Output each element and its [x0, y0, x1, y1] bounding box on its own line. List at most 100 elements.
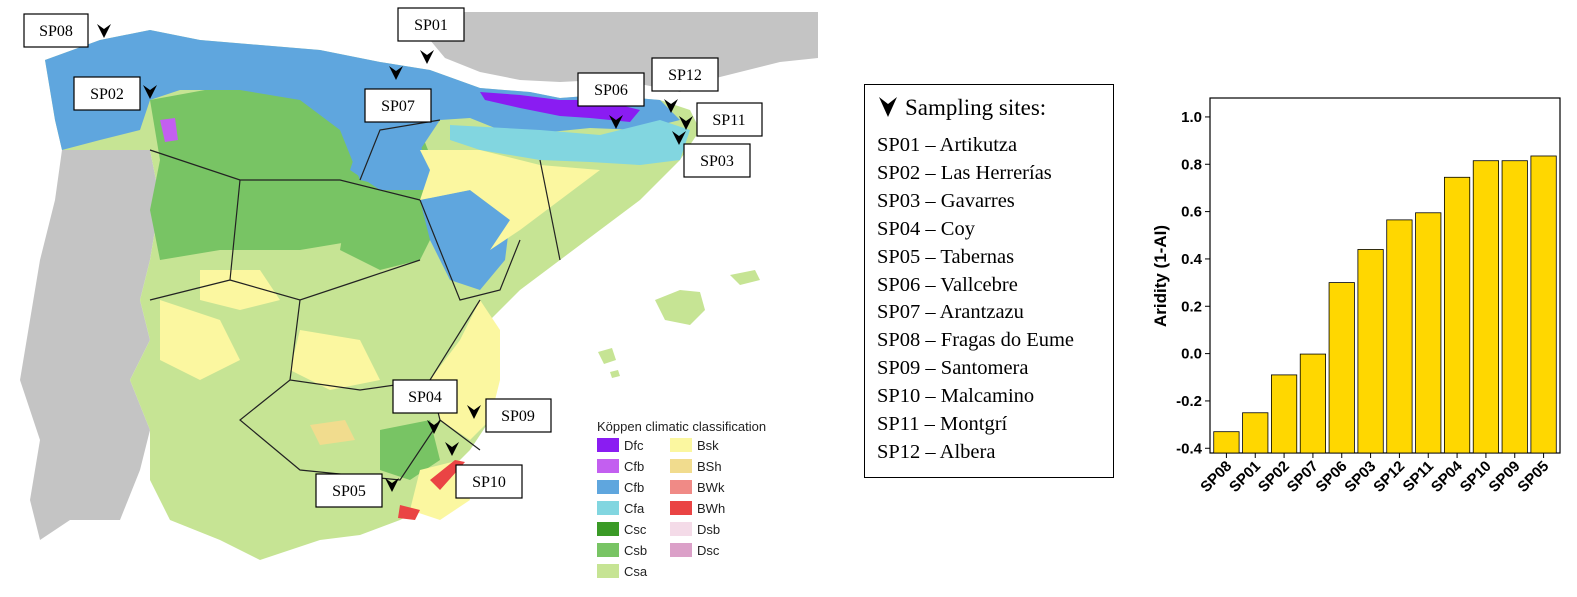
legend-label: Dsb: [697, 522, 720, 537]
legend-label: Csb: [624, 543, 647, 558]
bar-sp10: [1472, 160, 1500, 454]
france-landmass: [430, 12, 818, 92]
site-item: SP10 – Malcamino: [877, 385, 1035, 407]
svg-text:SP05: SP05: [332, 483, 366, 500]
legend-swatch: [670, 438, 692, 452]
plot-frame: [1209, 97, 1561, 454]
site-label-sp01: SP01: [397, 7, 465, 42]
svg-text:SP02: SP02: [90, 86, 124, 103]
csb-zone-3: [380, 420, 440, 480]
site-label-sp07: SP07: [364, 88, 432, 123]
formentera-island: [610, 370, 620, 378]
bar-sp07: [1299, 353, 1327, 454]
svg-text:SP08: SP08: [39, 23, 73, 40]
sampling-sites-panel: Sampling sites: SP01 – Artikutza SP02 – …: [864, 84, 1114, 478]
y-tick-label: -0.2: [1176, 393, 1202, 410]
bar-sp12: [1386, 219, 1413, 454]
site-item: SP11 – Montgrí: [877, 413, 1008, 435]
legend-swatch: [670, 543, 692, 557]
bar-sp11: [1415, 212, 1442, 454]
arrow-icon: [609, 115, 623, 129]
y-axis-label: Aridity (1-AI): [1151, 225, 1170, 327]
cfb-purple-zone: [160, 118, 178, 142]
legend-swatch: [597, 543, 619, 557]
cfb-zone: [45, 30, 680, 190]
legend-label: Dfc: [624, 438, 644, 453]
bar-sp03: [1357, 249, 1384, 454]
arrow-icon: [420, 50, 434, 64]
legend-label: BSh: [697, 459, 722, 474]
y-axis: -0.4 -0.2 0.0 0.2 0.4 0.6 0.8 1.0: [1176, 109, 1210, 457]
cfb-zone-ebro: [420, 190, 510, 290]
bsk-zone-4: [160, 300, 240, 380]
bar-sp08: [1213, 431, 1240, 454]
site-label-sp03: SP03: [683, 143, 751, 178]
legend-swatch: [597, 438, 619, 452]
bar-sp01: [1242, 412, 1269, 454]
x-tick-label: SP05: [1514, 458, 1552, 496]
arrow-icon: [143, 85, 157, 99]
y-tick-label: 0.2: [1181, 298, 1202, 315]
arrow-icon: [389, 66, 403, 80]
site-item: SP06 – Vallcebre: [877, 274, 1018, 296]
arrow-icon: [427, 420, 441, 434]
legend-title: Köppen climatic classification: [597, 419, 766, 434]
mallorca-island: [655, 290, 705, 325]
bar-sp02: [1270, 374, 1298, 454]
bar-sp06: [1328, 282, 1355, 454]
x-tick-label: SP01: [1226, 458, 1264, 496]
site-label-sp12: SP12: [651, 57, 719, 92]
site-item: SP04 – Coy: [877, 218, 975, 240]
arrow-icon: [672, 131, 686, 145]
portugal-landmass: [20, 150, 160, 540]
site-item: SP07 – Arantzazu: [877, 301, 1024, 323]
legend-label: BWk: [697, 480, 725, 495]
x-tick-label: SP08: [1197, 458, 1235, 496]
x-tick-label: SP07: [1284, 458, 1322, 496]
cfb-zone-central: [350, 140, 430, 190]
site-label-sp06: SP06: [577, 72, 645, 107]
site-label-boxes: SP08 SP01 SP02 SP07 SP06 SP12 SP11 SP03 …: [23, 7, 763, 508]
svg-text:SP12: SP12: [668, 67, 702, 84]
legend-label: Bsk: [697, 438, 719, 453]
sites-title: Sampling sites:: [879, 95, 1046, 121]
y-tick-label: 0.0: [1181, 346, 1202, 363]
site-label-sp10: SP10: [455, 464, 523, 499]
site-item: SP12 – Albera: [877, 441, 996, 463]
y-tick-label: 0.6: [1181, 204, 1202, 221]
bsk-zone-5: [290, 330, 380, 390]
bars: [1213, 155, 1557, 454]
site-item: SP02 – Las Herrerías: [877, 162, 1052, 184]
site-item: SP05 – Tabernas: [877, 246, 1015, 268]
legend-swatch: [670, 522, 692, 536]
bar-sp04: [1443, 176, 1471, 454]
site-item: SP09 – Santomera: [877, 357, 1029, 379]
legend-swatch: [597, 459, 619, 473]
legend-label: Cfa: [624, 501, 645, 516]
csb-zone-2: [340, 180, 440, 270]
bar-sp09: [1501, 160, 1528, 454]
arrow-icon: [879, 97, 897, 117]
x-tick-label: SP12: [1370, 458, 1408, 496]
x-tick-label: SP09: [1486, 458, 1524, 496]
x-tick-label: SP10: [1457, 458, 1495, 496]
y-tick-label: 1.0: [1181, 109, 1202, 126]
site-markers: [97, 24, 693, 492]
site-label-sp04: SP04: [392, 379, 458, 414]
site-item: SP03 – Gavarres: [877, 190, 1015, 212]
legend-swatch: [670, 459, 692, 473]
svg-text:SP01: SP01: [414, 17, 448, 34]
bar-sp05: [1530, 155, 1557, 454]
svg-text:SP09: SP09: [501, 408, 535, 425]
svg-text:SP07: SP07: [381, 98, 415, 115]
site-label-sp02: SP02: [73, 76, 141, 111]
legend-label: Cfb: [624, 459, 644, 474]
svg-text:SP06: SP06: [594, 82, 628, 99]
legend-label: Cfb: [624, 480, 644, 495]
legend-items: Dfc Cfb Cfb Cfa Csc Csb Csa Bsk BSh BWk BWh Dsb Dsc: [597, 438, 725, 579]
site-label-sp09: SP09: [485, 398, 552, 433]
sites-title-text: Sampling sites:: [905, 95, 1047, 120]
legend-label: BWh: [697, 501, 725, 516]
koppen-legend: Köppen climatic classification Dfc Cfb Cfb…: [597, 419, 766, 579]
bsk-zone: [420, 150, 600, 250]
